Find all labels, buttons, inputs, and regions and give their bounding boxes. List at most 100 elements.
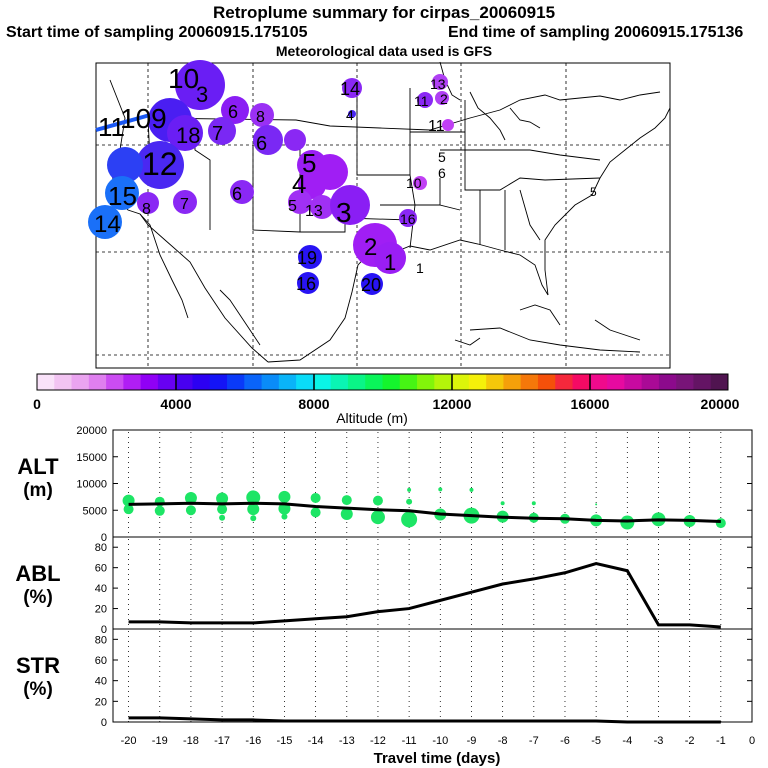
plume-label: 11 — [428, 118, 445, 135]
y-tick-label: 60 — [95, 563, 107, 575]
plume-circle — [297, 272, 319, 294]
plume-circle — [175, 60, 225, 110]
plume-circle — [137, 192, 159, 214]
colorbar-swatch — [106, 374, 124, 390]
plume-circle — [208, 117, 236, 145]
y-tick-label: 80 — [95, 634, 107, 646]
plume-track — [95, 113, 151, 132]
colorbar-swatch — [693, 374, 712, 390]
colorbar-swatch — [157, 374, 176, 390]
colorbar-tick: 12000 — [433, 396, 472, 412]
colorbar-swatch — [347, 374, 366, 390]
colorbar-swatch — [503, 374, 522, 390]
x-tick-label: -17 — [214, 735, 230, 747]
plume-label: 10 — [168, 63, 199, 94]
plume-label: 109 — [120, 103, 167, 134]
plume-circle — [173, 190, 197, 214]
colorbar-swatch — [710, 374, 729, 390]
plume-circle — [417, 92, 433, 108]
x-tick-label: -5 — [591, 735, 601, 747]
svg-text:5: 5 — [438, 149, 446, 165]
colorbar-swatch — [641, 374, 660, 390]
svg-text:8: 8 — [256, 109, 265, 126]
x-tick-label: -4 — [622, 735, 632, 747]
colorbar-tick: 0 — [33, 396, 41, 412]
plume-label: 12 — [142, 146, 178, 182]
colorbar-tick: 4000 — [160, 396, 191, 412]
alt-point — [123, 504, 134, 515]
alt-point — [278, 502, 291, 515]
time-series-panels: 05000100001500020000ALT(m)020406080ABL(%… — [15, 425, 755, 767]
alt-point — [406, 498, 413, 505]
plume-label: 19 — [297, 248, 317, 268]
svg-text:6: 6 — [228, 102, 238, 122]
panel-frame — [112, 628, 753, 723]
colorbar-swatch — [365, 374, 383, 390]
alt-point — [531, 501, 536, 506]
alt-point — [310, 507, 321, 518]
x-tick-label: -20 — [121, 735, 137, 747]
x-tick-label: 0 — [749, 735, 755, 747]
x-tick-label: -2 — [685, 735, 695, 747]
x-tick-label: -11 — [402, 735, 417, 747]
plume-circle — [330, 185, 370, 225]
svg-text:4: 4 — [346, 107, 354, 123]
y-tick-label: 20 — [95, 696, 107, 708]
panel-frame — [112, 536, 753, 630]
colorbar-swatch — [607, 374, 625, 390]
plume-circle — [253, 125, 283, 155]
met-data-label: Meteorological data used is GFS — [275, 43, 493, 59]
alt-point — [219, 514, 226, 521]
plume-label: 20 — [361, 275, 381, 295]
colorbar-swatch — [37, 374, 55, 390]
x-axis-label: Travel time (days) — [374, 750, 501, 767]
alt-point — [595, 503, 598, 506]
x-tick-label: -12 — [370, 735, 386, 747]
plume-label: 18 — [176, 123, 200, 148]
svg-text:2: 2 — [440, 91, 448, 107]
plume-label: 14 — [94, 211, 121, 238]
svg-text:6: 6 — [256, 133, 267, 155]
colorbar-swatch — [88, 374, 107, 390]
alt-point — [281, 513, 288, 520]
x-tick-label: -1 — [716, 735, 726, 747]
svg-text:10: 10 — [406, 175, 422, 191]
colorbar-swatch — [399, 374, 418, 390]
colorbar-swatch — [140, 374, 159, 390]
start-time: Start time of sampling 20060915.175105 — [6, 24, 308, 41]
alt-point — [500, 501, 505, 506]
alt-point — [154, 505, 165, 516]
x-tick-label: -8 — [498, 735, 508, 747]
colorbar-swatch — [676, 374, 694, 390]
plume-circle — [361, 273, 383, 295]
alt-point — [407, 487, 412, 492]
colorbar-label: Altitude (m) — [336, 410, 408, 426]
y-axis-label: (m) — [23, 480, 53, 501]
colorbar-swatch — [54, 374, 73, 390]
plume-circle — [288, 190, 312, 214]
colorbar-swatch — [555, 374, 574, 390]
colorbar-swatch — [244, 374, 263, 390]
plume-circle — [442, 119, 454, 131]
plume-circle — [413, 176, 427, 190]
y-tick-label: 80 — [95, 542, 107, 554]
x-tick-label: -14 — [308, 735, 324, 747]
alt-point — [372, 495, 383, 506]
y-tick-label: 5000 — [83, 505, 107, 517]
plume-circle — [88, 205, 122, 239]
colorbar-swatch — [261, 374, 280, 390]
alt-point — [278, 490, 291, 503]
colorbar-ticks: 0 4000 8000 12000 16000 20000 — [33, 396, 740, 412]
x-tick-label: -19 — [152, 735, 168, 747]
plume-label: 4 — [292, 169, 306, 199]
plume-label: 3 — [336, 197, 352, 228]
colorbar-frame — [36, 373, 729, 391]
y-tick-label: 10000 — [76, 479, 107, 491]
alt-point — [469, 487, 474, 492]
plume-labels: 10 3 109 11 18 12 15 14 14 5 4 3 2 1 19 … — [94, 63, 597, 295]
plume-circle — [136, 141, 184, 189]
y-axis-label: ABL — [15, 561, 60, 586]
colorbar-swatch — [123, 374, 142, 390]
plume-label: 1 — [384, 250, 396, 275]
